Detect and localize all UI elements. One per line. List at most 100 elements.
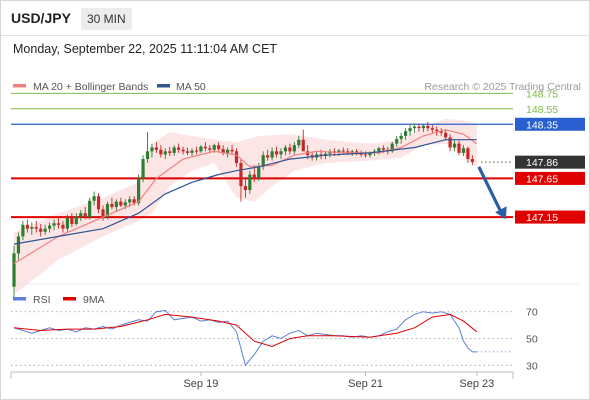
candle-body [448,137,452,148]
level-tag-147.15 [515,210,585,224]
candle-body [461,148,466,153]
candle [137,174,141,206]
candle [470,155,474,166]
candle [92,191,96,206]
candle-body [426,125,430,129]
candle [457,140,461,156]
level-value-148.55: 148.55 [526,104,558,116]
candle-body [128,199,132,203]
candle-body [239,162,243,187]
interval-button[interactable]: 30 MIN [81,8,132,30]
candle [243,178,247,198]
ma50-line [13,139,477,245]
candle [426,121,430,132]
candle [21,220,25,241]
candle-body [177,147,181,150]
candle-body [430,128,434,130]
candle-body [377,148,381,152]
candle-body [368,152,372,156]
candle [270,147,274,161]
candle-body [390,143,394,152]
candle-body [359,153,363,155]
candle-body [145,151,150,160]
level-value-148.75: 148.75 [526,88,558,100]
candle [283,145,288,156]
candle-body [466,148,470,160]
candle [239,159,243,202]
candle [12,245,16,299]
candle [39,224,43,237]
candle-body [110,203,114,208]
candle [408,125,412,136]
candle-body [199,146,203,152]
candle [444,129,448,140]
candle [452,139,457,152]
candle-body [266,155,270,158]
candle [248,170,252,194]
candle-body [74,216,78,225]
candle [16,232,21,260]
candle [110,197,114,210]
candle [150,143,154,158]
candle-body [234,151,239,163]
candle [190,148,194,156]
candle [172,145,176,156]
rsi-series-9ma [13,313,478,348]
candle-body [297,139,301,146]
candle-body [457,143,461,153]
level-value-147.15: 147.15 [526,212,558,224]
candle-body [101,209,105,218]
candle-body [30,227,34,229]
candle [114,199,118,212]
candle [48,222,52,233]
candle [274,146,279,158]
candle [435,126,439,136]
candle-body [25,224,29,229]
candle-body [274,151,279,155]
legend-label-ma20: MA 20 + Bollinger Bands [33,81,148,93]
chart-header: USD/JPY 30 MIN [1,1,589,36]
candle-body [92,196,96,201]
candle [203,142,207,152]
candle-body [408,128,412,132]
level-value-147.86: 147.86 [526,157,558,169]
candle [297,135,301,149]
candle [234,148,239,167]
candle [25,219,29,233]
candle-body [399,135,403,139]
candle-body [217,145,221,150]
symbol-label: USD/JPY [11,10,71,26]
candle [56,217,61,229]
candle [199,145,203,153]
candle [88,197,92,220]
candle [395,135,399,147]
rsi-tick-30: 30 [526,360,538,372]
candle-body [163,151,167,155]
candle [101,205,105,221]
candle-body [337,150,341,153]
candle-body [172,147,176,153]
candle [261,151,265,170]
candle-body [439,131,443,133]
legend-swatch-ma20 [13,84,26,88]
candle [163,148,167,160]
candle [96,193,101,214]
candle-body [65,217,69,229]
candle [301,129,305,152]
candle [52,219,56,231]
candle [217,142,221,152]
candle [65,214,69,232]
candle-body [412,126,417,129]
candle-body [363,154,368,156]
candle-body [83,213,87,218]
research-credit: Research © 2025 Trading Central [424,81,581,93]
rsi-tick-70: 70 [526,307,538,319]
bollinger-band [14,118,477,295]
legend-label-ma50: MA 50 [176,81,206,93]
candle-body [248,174,252,190]
candle-body [21,224,25,237]
candle [399,132,403,144]
candle-body [185,151,190,153]
x-tick-label: Sep 21 [348,378,383,390]
